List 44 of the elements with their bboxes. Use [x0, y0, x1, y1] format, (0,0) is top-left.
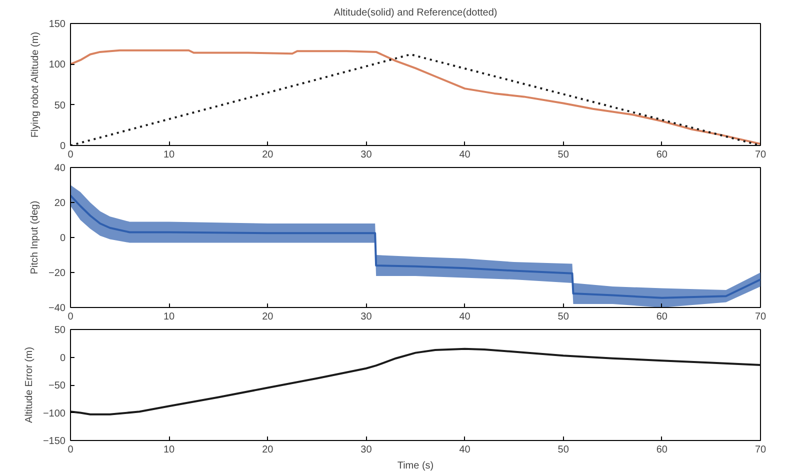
- x-tick-label: 0: [68, 444, 74, 456]
- x-tick-label: 70: [754, 444, 766, 456]
- y-tick-label: 40: [54, 163, 66, 174]
- x-tick-label: 30: [360, 150, 372, 160]
- y-tick-label: 150: [48, 19, 66, 30]
- x-tick-label: 40: [459, 312, 471, 322]
- x-tick-label: 30: [360, 312, 372, 322]
- x-tick-label: 0: [68, 312, 74, 322]
- x-tick-label: 10: [164, 444, 176, 456]
- x-tick-label: 50: [558, 312, 570, 322]
- x-tick-label: 20: [262, 150, 274, 160]
- y-tick-label: 20: [54, 198, 66, 209]
- y-tick-label: 0: [60, 352, 66, 364]
- y-tick-label: −40: [48, 303, 66, 314]
- x-tick-label: 10: [164, 312, 176, 322]
- x-tick-label: 60: [656, 312, 668, 322]
- x-tick-label: 40: [459, 444, 471, 456]
- x-tick-label: 20: [262, 312, 274, 322]
- y-tick-label: −100: [42, 408, 66, 420]
- x-tick-label: 10: [164, 150, 176, 160]
- line-series: [70, 348, 760, 416]
- chart-title: Altitude(solid) and Reference(dotted): [334, 8, 498, 18]
- y-tick-label: −50: [48, 380, 66, 392]
- y-tick-label: 50: [54, 325, 66, 336]
- x-tick-label: 30: [360, 444, 372, 456]
- y-tick-label: 50: [54, 100, 66, 112]
- x-tick-label: 70: [754, 312, 766, 322]
- y-tick-label: 0: [60, 233, 66, 244]
- x-tick-label: 0: [68, 150, 74, 160]
- x-tick-label: 50: [558, 150, 570, 160]
- y-tick-label: 0: [60, 141, 66, 152]
- x-tick-label: 70: [754, 150, 766, 160]
- x-axis-title: Time (s): [397, 460, 434, 472]
- y-axis-title: Flying robot Altitude (m): [30, 32, 41, 138]
- y-tick-label: 100: [48, 60, 66, 71]
- x-tick-label: 20: [262, 444, 274, 456]
- y-axis-title: Altitude Error (m): [24, 346, 35, 424]
- x-tick-label: 60: [656, 444, 668, 456]
- y-tick-label: −20: [48, 268, 66, 279]
- x-tick-label: 40: [459, 150, 471, 160]
- y-axis-title: Pitch Input (deg): [30, 200, 41, 274]
- x-tick-label: 50: [558, 444, 570, 456]
- x-tick-label: 60: [656, 150, 668, 160]
- y-tick-label: −150: [42, 436, 66, 447]
